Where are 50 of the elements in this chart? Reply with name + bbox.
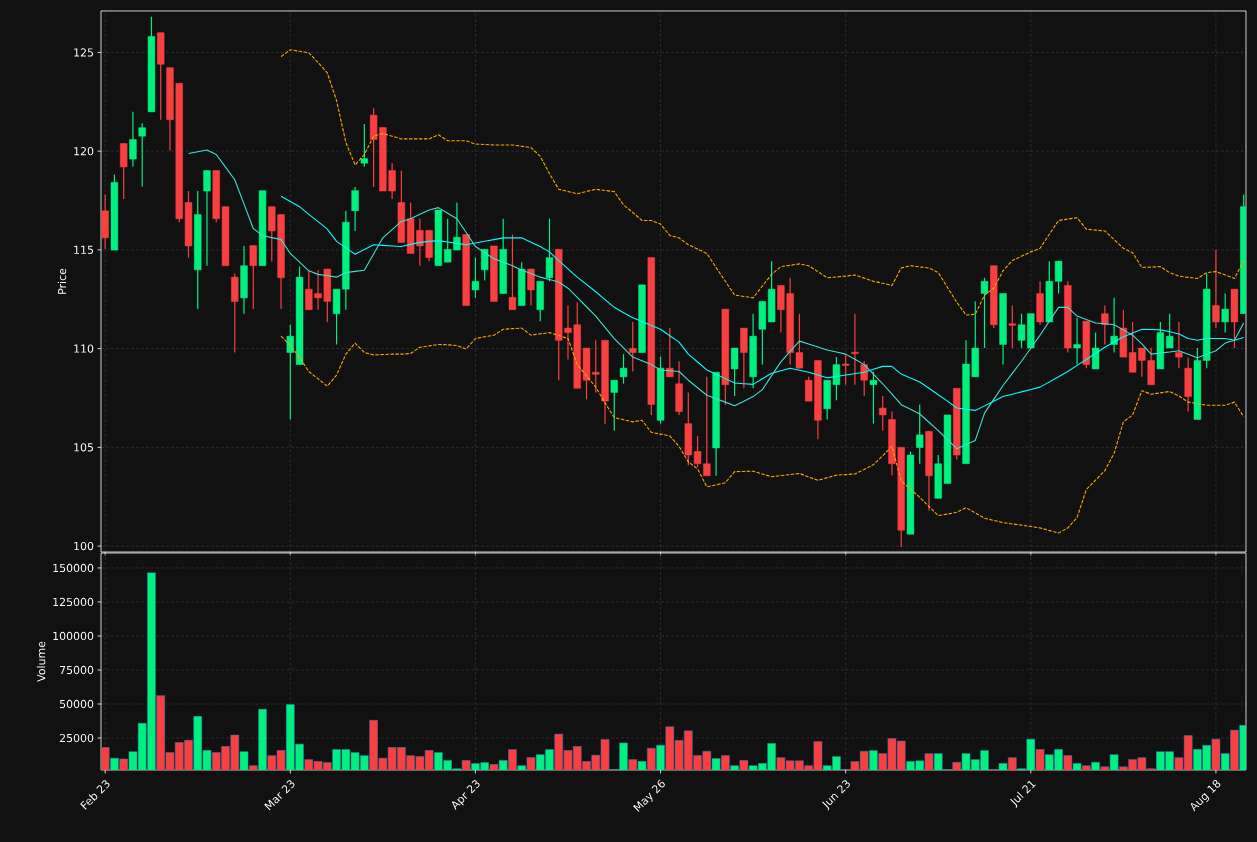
candlestick (129, 111, 137, 168)
y-tick-label: 100 (74, 541, 94, 551)
candlestick (730, 347, 739, 397)
candlestick (1008, 304, 1016, 349)
candlestick (842, 353, 850, 386)
candlestick (1091, 332, 1100, 370)
y-tick-label: 75000 (60, 665, 94, 675)
candlestick (527, 268, 535, 307)
candlestick (879, 395, 887, 432)
candlestick (1165, 313, 1174, 349)
candlestick (1073, 317, 1081, 366)
y-tick-label: 110 (74, 344, 94, 353)
y-tick-label: 150000 (53, 563, 94, 573)
x-tick-label: Jun 23 (822, 780, 850, 811)
y-tick-label: 120 (74, 147, 94, 156)
y-tick-label: 100000 (53, 631, 94, 641)
y-tick-label: 105 (74, 443, 94, 452)
candlestick (203, 169, 211, 267)
candlestick (610, 379, 618, 432)
y-axis-title: Volume (36, 641, 46, 682)
candlestick (666, 327, 674, 378)
y-tick-label: 125 (74, 48, 94, 57)
candlestick (1212, 249, 1220, 329)
y-tick-label: 25000 (59, 733, 94, 743)
candlestick (545, 218, 554, 282)
y-axis-title: Price (57, 268, 67, 294)
candlestick (351, 186, 359, 232)
candlestick (138, 122, 146, 188)
x-tick-label: Feb 23 (80, 780, 110, 810)
x-tick-label: Apr 23 (452, 780, 480, 810)
candlestick (629, 321, 637, 373)
candlestick (1221, 292, 1229, 334)
y-tick-label: 115 (74, 245, 94, 254)
candlestick (1110, 297, 1118, 354)
candlestick (869, 370, 878, 425)
candlestick (471, 256, 480, 299)
candlestick (1101, 304, 1109, 346)
candlestick (481, 248, 489, 282)
candlestick (980, 277, 989, 349)
candlestick (508, 233, 517, 311)
candlestick (916, 403, 924, 465)
candlestick (360, 123, 369, 168)
y-tick-label: 50000 (59, 699, 94, 709)
candlestick (120, 142, 128, 200)
candlestick (249, 244, 257, 310)
y-tick-label: 125000 (53, 597, 94, 607)
candlestick (1175, 321, 1183, 369)
candlestick (619, 353, 628, 385)
x-tick-label: Jul 21 (1010, 780, 1036, 808)
candlestick (851, 313, 859, 386)
